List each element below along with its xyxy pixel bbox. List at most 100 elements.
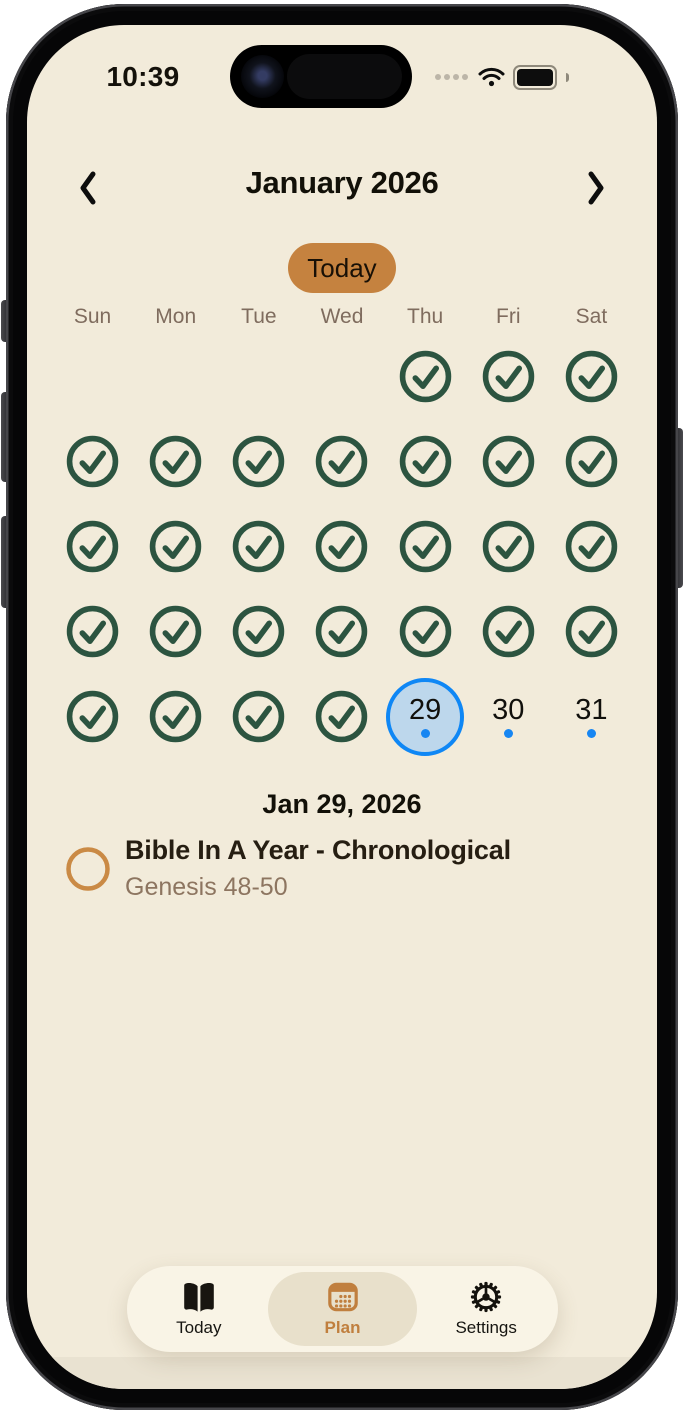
chevron-left-icon — [80, 171, 96, 205]
today-button[interactable]: Today — [288, 243, 396, 293]
calendar-day-upcoming[interactable]: 31 — [550, 674, 633, 759]
calendar-day-completed[interactable] — [384, 589, 467, 674]
calendar-grid: 29 30 31 — [51, 334, 633, 759]
calendar-day-completed[interactable] — [384, 334, 467, 419]
check-circle-icon — [565, 605, 618, 658]
calendar-day-completed[interactable] — [217, 674, 300, 759]
day-box: 31 — [552, 678, 630, 756]
tab-plan[interactable]: Plan — [271, 1266, 415, 1352]
check-circle-icon — [565, 520, 618, 573]
gear-icon — [471, 1281, 502, 1312]
tab-settings[interactable]: Settings — [414, 1266, 558, 1352]
calendar-day-upcoming[interactable]: 30 — [467, 674, 550, 759]
status-icons — [435, 64, 569, 90]
calendar-day-completed[interactable] — [51, 674, 134, 759]
check-circle-icon — [149, 605, 202, 658]
calendar-day-completed[interactable] — [300, 674, 383, 759]
wifi-icon — [478, 67, 505, 87]
tab-today-label: Today — [176, 1317, 222, 1337]
calendar-day-completed[interactable] — [300, 419, 383, 504]
check-circle-icon — [565, 350, 618, 403]
calendar-day-completed[interactable] — [467, 504, 550, 589]
selected-date-heading: Jan 29, 2026 — [262, 789, 422, 819]
action-button — [1, 300, 10, 342]
status-time: 10:39 — [106, 61, 180, 92]
check-circle-icon — [233, 690, 285, 743]
reading-plan-title: Bible In A Year - Chronological — [125, 835, 511, 865]
calendar-day-empty — [134, 334, 217, 419]
check-circle-icon — [316, 605, 368, 658]
weekday-label: Sat — [575, 305, 608, 328]
battery-nub — [566, 72, 569, 82]
calendar-day-completed[interactable] — [467, 419, 550, 504]
weekday-label: Wed — [320, 305, 364, 328]
weekday-label: Sun — [73, 305, 112, 328]
check-circle-icon — [399, 435, 451, 488]
next-month-button[interactable] — [577, 169, 615, 207]
calendar-day-completed[interactable] — [300, 589, 383, 674]
calendar-day-completed[interactable] — [134, 589, 217, 674]
check-circle-icon — [66, 605, 119, 658]
calendar-day-completed[interactable] — [384, 419, 467, 504]
check-circle-icon — [399, 350, 451, 403]
calendar-day-completed[interactable] — [217, 419, 300, 504]
check-circle-icon — [233, 520, 285, 573]
check-circle-icon — [233, 435, 285, 488]
app-screen: 10:39 January 2026 — [27, 25, 657, 1389]
cellular-signal-icon — [435, 74, 468, 80]
weekday-label: Fri — [496, 305, 521, 328]
calendar-day-completed[interactable] — [550, 419, 633, 504]
calendar-day-completed[interactable] — [467, 589, 550, 674]
volume-up-button — [1, 392, 10, 482]
check-circle-icon — [399, 605, 451, 658]
reading-due-dot — [420, 729, 430, 738]
day-number: 30 — [492, 694, 525, 726]
calendar-day-completed[interactable] — [134, 504, 217, 589]
calendar-day-completed[interactable] — [134, 419, 217, 504]
day-box: 29 — [386, 677, 465, 756]
island-sensor-area — [287, 54, 402, 99]
calendar-day-completed[interactable] — [300, 504, 383, 589]
check-circle-icon — [482, 350, 535, 403]
reading-plan-passage: Genesis 48-50 — [125, 873, 288, 901]
calendar-day-empty — [217, 334, 300, 419]
weekday-label: Thu — [407, 305, 444, 328]
check-circle-icon — [316, 520, 368, 573]
check-circle-icon — [149, 690, 202, 743]
check-circle-icon — [149, 520, 202, 573]
calendar-day-completed[interactable] — [51, 589, 134, 674]
tab-today[interactable]: Today — [127, 1266, 271, 1352]
calendar-day-completed[interactable] — [51, 504, 134, 589]
book-icon — [184, 1282, 214, 1312]
month-header: January 2026 — [27, 165, 657, 211]
volume-down-button — [1, 516, 10, 608]
calendar-day-completed[interactable] — [550, 334, 633, 419]
calendar-day-completed[interactable] — [467, 334, 550, 419]
calendar-day-completed[interactable] — [550, 504, 633, 589]
reading-plan-text: Bible In A Year - Chronological Genesis … — [125, 835, 511, 902]
calendar-day-completed[interactable] — [550, 589, 633, 674]
check-circle-icon — [149, 435, 202, 488]
reading-plan-item[interactable]: Bible In A Year - Chronological Genesis … — [65, 835, 625, 902]
calendar-day-completed[interactable] — [51, 419, 134, 504]
check-circle-icon — [66, 690, 119, 743]
tab-plan-label: Plan — [324, 1317, 361, 1337]
weekday-label: Tue — [241, 305, 277, 328]
check-circle-icon — [316, 690, 368, 743]
check-circle-icon — [66, 520, 119, 573]
tab-bar: Today Plan — [127, 1266, 558, 1352]
bottom-safe-area — [27, 1357, 657, 1389]
calendar-day-completed[interactable] — [384, 504, 467, 589]
month-title: January 2026 — [245, 165, 439, 200]
calendar-day-selected[interactable]: 29 — [384, 674, 467, 759]
calendar-day-completed[interactable] — [217, 504, 300, 589]
mark-complete-circle-icon[interactable] — [65, 846, 111, 892]
tab-settings-label: Settings — [455, 1317, 517, 1337]
front-camera — [241, 55, 284, 98]
day-number: 31 — [575, 694, 608, 726]
calendar-day-completed[interactable] — [134, 674, 217, 759]
calendar-day-completed[interactable] — [217, 589, 300, 674]
dynamic-island — [230, 45, 412, 108]
previous-month-button[interactable] — [69, 169, 107, 207]
check-circle-icon — [482, 520, 535, 573]
